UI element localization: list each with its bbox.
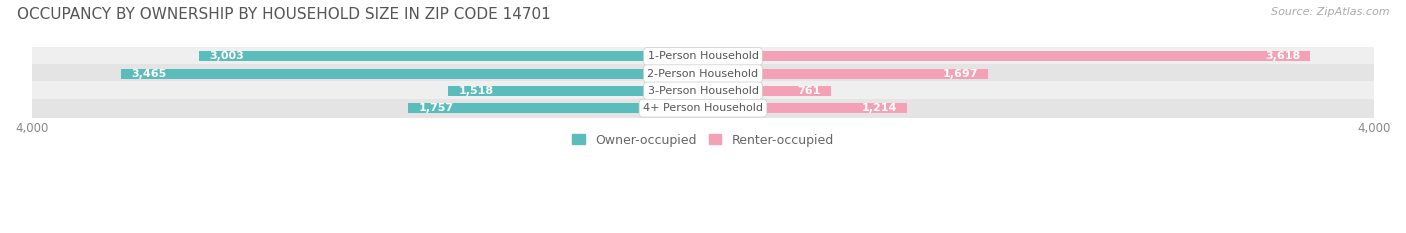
Text: 3,465: 3,465	[132, 69, 167, 79]
Text: 1,757: 1,757	[418, 103, 453, 113]
Text: OCCUPANCY BY OWNERSHIP BY HOUSEHOLD SIZE IN ZIP CODE 14701: OCCUPANCY BY OWNERSHIP BY HOUSEHOLD SIZE…	[17, 7, 551, 22]
Text: 3,003: 3,003	[209, 51, 243, 62]
Bar	[703, 69, 988, 79]
Bar	[703, 103, 907, 113]
Text: 1,214: 1,214	[862, 103, 897, 113]
Text: 1,518: 1,518	[458, 86, 494, 96]
Bar	[32, 81, 1374, 100]
Text: 1,697: 1,697	[942, 69, 977, 79]
Bar	[449, 86, 703, 96]
Legend: Owner-occupied, Renter-occupied: Owner-occupied, Renter-occupied	[568, 129, 838, 151]
Bar	[408, 103, 703, 113]
Text: 1-Person Household: 1-Person Household	[648, 51, 758, 62]
Bar	[121, 69, 703, 79]
Bar	[32, 99, 1374, 118]
Text: 2-Person Household: 2-Person Household	[647, 69, 759, 79]
Bar	[703, 86, 831, 96]
Text: Source: ZipAtlas.com: Source: ZipAtlas.com	[1271, 7, 1389, 17]
Text: 3,618: 3,618	[1265, 51, 1301, 62]
Text: 4+ Person Household: 4+ Person Household	[643, 103, 763, 113]
Text: 761: 761	[797, 86, 821, 96]
Bar	[32, 64, 1374, 83]
Bar	[200, 51, 703, 62]
Text: 3-Person Household: 3-Person Household	[648, 86, 758, 96]
Bar	[703, 51, 1310, 62]
Bar	[32, 47, 1374, 66]
